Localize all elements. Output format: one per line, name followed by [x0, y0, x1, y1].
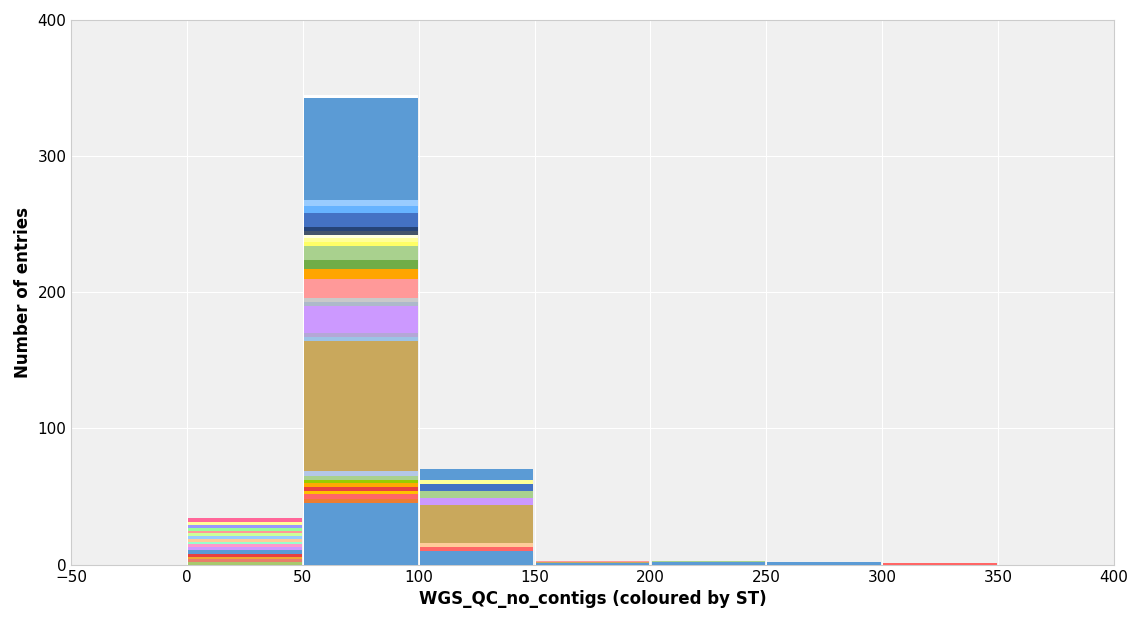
- Bar: [188, 557, 301, 559]
- Bar: [883, 564, 997, 565]
- Bar: [304, 231, 418, 235]
- Bar: [536, 564, 650, 565]
- Bar: [420, 485, 533, 491]
- Bar: [420, 491, 533, 498]
- Bar: [420, 551, 533, 565]
- Bar: [304, 337, 418, 341]
- Bar: [304, 95, 418, 98]
- Bar: [304, 491, 418, 494]
- Bar: [304, 259, 418, 269]
- Bar: [188, 562, 301, 565]
- Bar: [304, 483, 418, 487]
- Bar: [188, 528, 301, 531]
- Bar: [304, 246, 418, 259]
- Bar: [188, 554, 301, 557]
- Bar: [188, 518, 301, 522]
- Bar: [304, 494, 418, 499]
- Bar: [420, 547, 533, 551]
- Bar: [420, 498, 533, 505]
- Bar: [420, 480, 533, 485]
- Bar: [304, 213, 418, 227]
- Bar: [536, 560, 650, 562]
- Bar: [304, 487, 418, 491]
- Bar: [304, 471, 418, 476]
- Bar: [304, 200, 418, 207]
- Bar: [304, 279, 418, 298]
- Bar: [304, 98, 418, 200]
- Bar: [304, 503, 418, 565]
- Bar: [188, 559, 301, 562]
- Bar: [304, 302, 418, 306]
- Bar: [652, 562, 765, 565]
- Y-axis label: Number of entries: Number of entries: [14, 207, 32, 378]
- Bar: [304, 306, 418, 333]
- Bar: [536, 562, 650, 564]
- Bar: [420, 505, 533, 543]
- Bar: [304, 499, 418, 503]
- Bar: [188, 536, 301, 539]
- Bar: [304, 269, 418, 279]
- Bar: [304, 298, 418, 302]
- Bar: [304, 235, 418, 238]
- Bar: [188, 542, 301, 544]
- Bar: [304, 207, 418, 213]
- Bar: [767, 562, 880, 565]
- Bar: [304, 341, 418, 471]
- Bar: [304, 238, 418, 242]
- Bar: [304, 476, 418, 480]
- Bar: [420, 543, 533, 547]
- Bar: [188, 550, 301, 554]
- Bar: [188, 525, 301, 528]
- Bar: [188, 531, 301, 534]
- Bar: [188, 534, 301, 536]
- Bar: [188, 539, 301, 542]
- Bar: [188, 544, 301, 547]
- Bar: [304, 333, 418, 337]
- Bar: [304, 480, 418, 483]
- Bar: [652, 560, 765, 562]
- Bar: [188, 547, 301, 550]
- Bar: [188, 522, 301, 525]
- X-axis label: WGS_QC_no_contigs (coloured by ST): WGS_QC_no_contigs (coloured by ST): [419, 590, 766, 608]
- Bar: [304, 227, 418, 231]
- Bar: [420, 470, 533, 480]
- Bar: [304, 242, 418, 246]
